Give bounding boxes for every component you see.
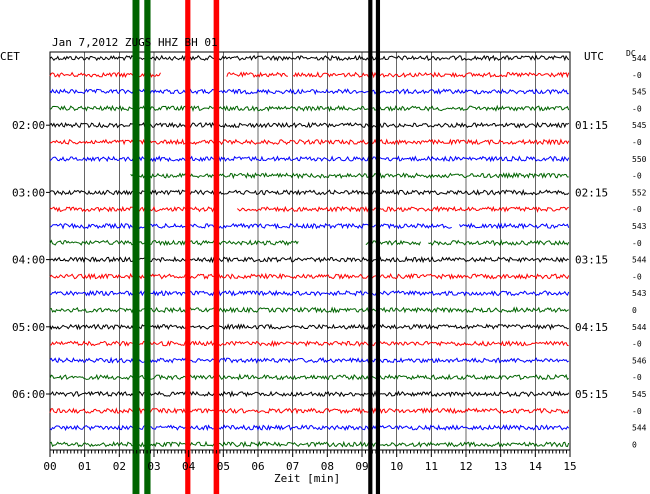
dc-value: -0 bbox=[632, 172, 642, 181]
trace-line bbox=[49, 138, 570, 146]
dc-value: -0 bbox=[632, 239, 642, 248]
trace-line bbox=[49, 255, 569, 264]
traces bbox=[49, 54, 570, 448]
dc-value: 545 bbox=[632, 121, 647, 130]
trace-line bbox=[49, 390, 570, 398]
dc-value: -0 bbox=[632, 340, 642, 349]
dc-value: -0 bbox=[632, 205, 642, 214]
x-tick-label: 08 bbox=[321, 460, 334, 473]
left-time-label: 04:00 bbox=[12, 254, 45, 267]
dc-value: 550 bbox=[632, 155, 647, 164]
trace-line bbox=[49, 424, 570, 432]
x-tick-label: 01 bbox=[78, 460, 91, 473]
dc-value: 544 bbox=[632, 424, 647, 433]
right-unit-label: UTC bbox=[584, 50, 604, 63]
trace-line bbox=[49, 239, 570, 247]
trace-line bbox=[49, 323, 569, 331]
grid bbox=[49, 51, 571, 451]
dc-value: 546 bbox=[632, 356, 647, 365]
x-tick-label: 14 bbox=[529, 460, 543, 473]
trace-line bbox=[49, 188, 570, 196]
trace-line bbox=[49, 71, 570, 79]
trace-line bbox=[49, 289, 570, 297]
dc-value: 545 bbox=[632, 390, 647, 399]
right-time-labels: 01:15 02:15 03:15 04:15 05:15 bbox=[575, 119, 608, 401]
right-time-label: 02:15 bbox=[575, 186, 608, 199]
x-tick-label: 00 bbox=[43, 460, 56, 473]
trace-line bbox=[49, 407, 570, 415]
event-band bbox=[185, 0, 191, 494]
dc-value: -0 bbox=[632, 71, 642, 80]
dc-value: 0 bbox=[632, 440, 637, 449]
left-unit-label: CET bbox=[0, 50, 20, 63]
x-tick-label: 10 bbox=[390, 460, 403, 473]
trace-line bbox=[49, 272, 570, 281]
x-tick-label: 06 bbox=[251, 460, 264, 473]
x-tick-label: 15 bbox=[563, 460, 576, 473]
trace-line bbox=[49, 222, 570, 230]
left-time-label: 05:00 bbox=[12, 321, 45, 334]
dc-value: 543 bbox=[632, 289, 647, 298]
dc-value: 545 bbox=[632, 88, 647, 97]
x-tick-label: 13 bbox=[494, 460, 507, 473]
dc-value: 544 bbox=[632, 323, 647, 332]
x-tick-label: 07 bbox=[286, 460, 299, 473]
trace-line bbox=[49, 87, 569, 96]
left-time-labels: 02:00 03:00 04:00 05:00 06:00 bbox=[12, 119, 45, 401]
dc-value: 552 bbox=[632, 188, 647, 197]
dc-value: 0 bbox=[632, 306, 637, 315]
right-time-label: 01:15 bbox=[575, 119, 608, 132]
x-tick-label: 09 bbox=[355, 460, 368, 473]
trace-line bbox=[130, 171, 569, 180]
dc-value: -0 bbox=[632, 272, 642, 281]
x-tick-labels: 00 01 02 03 04 05 06 07 08 09 10 11 12 13 14 15 bbox=[43, 460, 576, 473]
axes bbox=[46, 124, 571, 457]
event-band bbox=[375, 0, 381, 494]
plot-frame bbox=[49, 51, 571, 451]
trace-line bbox=[49, 205, 569, 213]
x-tick-label: 12 bbox=[459, 460, 472, 473]
event-band bbox=[132, 0, 140, 494]
x-axis-label: Zeit [min] bbox=[274, 472, 340, 485]
right-time-label: 05:15 bbox=[575, 388, 608, 401]
left-time-label: 02:00 bbox=[12, 119, 45, 132]
event-markers bbox=[132, 0, 381, 494]
trace-line bbox=[49, 373, 569, 381]
x-tick-label: 05 bbox=[217, 460, 230, 473]
trace-line bbox=[49, 440, 570, 448]
dc-value: 544 bbox=[632, 256, 647, 265]
x-tick-label: 03 bbox=[147, 460, 160, 473]
trace-line bbox=[49, 54, 570, 62]
trace-line bbox=[49, 121, 570, 129]
dc-value: -0 bbox=[632, 373, 642, 382]
dc-value: -0 bbox=[632, 407, 642, 416]
dc-value: 543 bbox=[632, 222, 647, 231]
x-tick-label: 04 bbox=[182, 460, 196, 473]
chart-title: Jan 7,2012 ZUGS HHZ BH 01 bbox=[52, 36, 218, 49]
right-time-label: 04:15 bbox=[575, 321, 608, 334]
trace-line bbox=[49, 306, 569, 314]
left-time-label: 06:00 bbox=[12, 388, 45, 401]
event-band bbox=[213, 0, 220, 494]
x-tick-label: 11 bbox=[425, 460, 438, 473]
dc-value: -0 bbox=[632, 104, 642, 113]
dc-header: DC bbox=[626, 49, 636, 58]
dc-value: 544 bbox=[632, 54, 647, 63]
x-tick-label: 02 bbox=[113, 460, 126, 473]
event-band bbox=[144, 0, 151, 494]
trace-line bbox=[49, 339, 569, 348]
trace-line bbox=[49, 356, 569, 364]
right-time-label: 03:15 bbox=[575, 254, 608, 267]
trace-line bbox=[49, 155, 570, 163]
dc-value: -0 bbox=[632, 138, 642, 147]
left-time-label: 03:00 bbox=[12, 186, 45, 199]
trace-line bbox=[49, 104, 570, 113]
event-band bbox=[368, 0, 373, 494]
dc-values: 544 -0 545 -0 545 -0 550 -0 552 -0 543 -0 544 -0 543 0 5… bbox=[632, 54, 647, 449]
